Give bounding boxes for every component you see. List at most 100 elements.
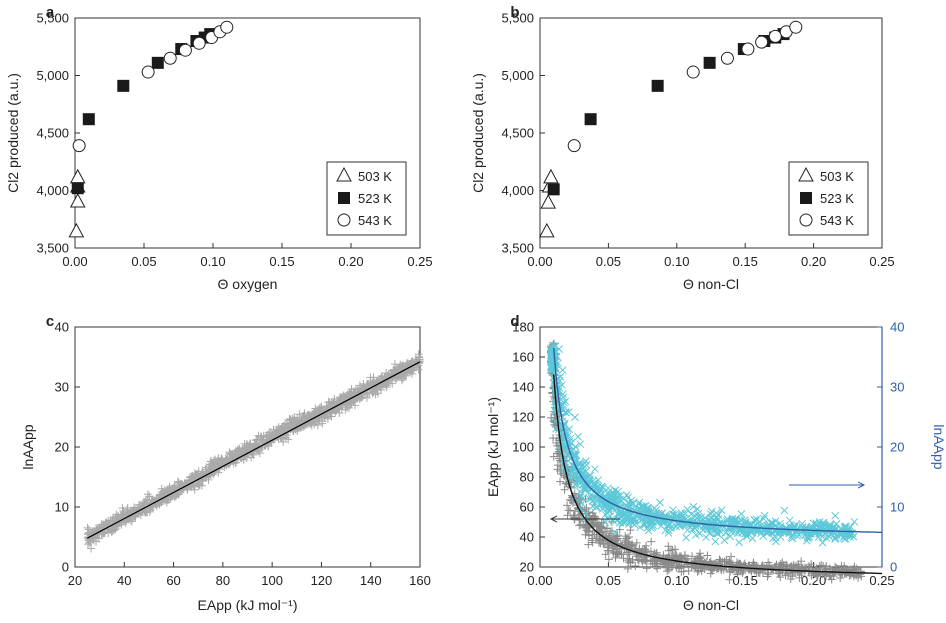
y-tick-label: 5,500 <box>36 11 69 26</box>
scatter-point-plus <box>659 556 668 565</box>
legend-label: 523 K <box>358 191 392 206</box>
scatter-point-x <box>694 509 703 518</box>
scatter-points <box>546 339 866 584</box>
panel-letter: d <box>510 313 519 330</box>
x-tick-label: 0.25 <box>407 254 432 269</box>
scatter-point-x <box>683 505 692 514</box>
scatter-point-plus <box>582 526 591 535</box>
scatter-point-x <box>778 526 787 534</box>
scatter-point-x <box>571 449 579 458</box>
scatter-point-plus <box>266 431 275 440</box>
scatter-point-plus <box>604 541 613 550</box>
scatter-point-x <box>654 509 663 518</box>
scatter-point-plus <box>615 525 624 534</box>
scatter-point-x <box>635 498 644 507</box>
scatter-point-x <box>760 511 769 520</box>
scatter-point-plus <box>695 554 704 563</box>
scatter-point-plus <box>793 567 802 576</box>
scatter-point-x <box>585 475 594 484</box>
y-tick-label: 80 <box>520 470 534 485</box>
x-axis-label: Θ non-Cl <box>683 276 739 292</box>
scatter-point-plus <box>342 400 351 409</box>
scatter-point-plus <box>767 564 776 573</box>
scatter-point-plus <box>355 381 364 390</box>
scatter-point-x <box>611 486 620 494</box>
scatter-point-x <box>818 538 827 547</box>
legend-label: 523 K <box>820 191 854 206</box>
y-tick-label: 10 <box>55 500 69 515</box>
scatter-point-x <box>558 366 567 375</box>
scatter-point-plus <box>725 557 734 566</box>
right-y-tick-label: 0 <box>890 560 897 575</box>
scatter-point-x <box>657 521 666 530</box>
scatter-point-plus <box>621 538 630 547</box>
scatter-point-plus <box>409 366 418 375</box>
scatter-point-x <box>601 518 610 527</box>
scatter-point-x <box>706 529 715 537</box>
scatter-point-plus <box>684 566 693 575</box>
scatter-point-plus <box>217 455 226 464</box>
scatter-point-plus <box>774 569 783 578</box>
legend-label: 543 K <box>820 213 854 228</box>
scatter-point-plus <box>398 374 407 383</box>
panel-b: 0.00 0.05 0.10 0.15 0.20 0.25 3,500 4,000 4,500 5… <box>470 4 895 292</box>
scatter-point-plus <box>822 571 831 580</box>
scatter-point-plus <box>223 456 232 465</box>
scatter-point-plus <box>602 524 611 533</box>
scatter-point-plus <box>717 566 726 575</box>
scatter-point-plus <box>596 535 605 544</box>
x-tick-label: 140 <box>360 573 382 588</box>
x-tick-label: 0.25 <box>869 254 894 269</box>
scatter-point-x <box>562 408 570 417</box>
scatter-point-plus <box>677 555 686 564</box>
y-tick-label: 20 <box>55 440 69 455</box>
scatter-point-x <box>657 509 666 518</box>
scatter-point-plus <box>626 557 635 566</box>
legend-label: 503 K <box>820 169 854 184</box>
scatter-point-plus <box>798 565 807 574</box>
scatter-point-x <box>603 514 612 523</box>
scatter-point-plus <box>158 488 167 497</box>
scatter-point-plus <box>143 490 152 499</box>
data-point-circle <box>789 20 803 34</box>
x-tick-label: 0.00 <box>62 254 87 269</box>
scatter-point-x <box>596 484 605 493</box>
scatter-point-plus <box>707 565 716 574</box>
scatter-point-plus <box>706 569 715 578</box>
x-tick-label: 0.05 <box>596 254 621 269</box>
data-point-triangle <box>68 222 85 238</box>
x-axis-label: Θ non-Cl <box>683 597 739 613</box>
scatter-point-plus <box>290 416 299 425</box>
scatter-point-plus <box>725 575 734 584</box>
scatter-point-plus <box>696 552 705 561</box>
scatter-point-x <box>659 515 668 524</box>
scatter-point-x <box>559 450 567 458</box>
scatter-point-plus <box>278 426 287 435</box>
scatter-point-plus <box>582 503 591 512</box>
scatter-point-plus <box>92 525 101 534</box>
fit-curve-right <box>553 347 882 533</box>
data-point-square <box>117 79 130 92</box>
scatter-point-plus <box>604 555 613 564</box>
scatter-point-x <box>637 516 646 524</box>
data-point-circle <box>178 43 192 57</box>
data-point-triangle <box>540 194 557 209</box>
scatter-point-x <box>815 518 824 526</box>
data-point-square <box>651 79 664 92</box>
scatter-point-plus <box>829 572 838 581</box>
data-point-circle <box>686 65 700 79</box>
scatter-point-x <box>689 502 698 511</box>
y-tick-label: 160 <box>512 350 534 365</box>
scatter-point-plus <box>384 378 393 387</box>
y-tick-label: 140 <box>512 380 534 395</box>
scatter-point-x <box>582 461 591 469</box>
right-y-tick-label: 30 <box>890 380 904 395</box>
scatter-point-plus <box>626 541 635 550</box>
right-y-tick-label: 40 <box>890 320 904 335</box>
scatter-point-plus <box>240 439 249 448</box>
y-tick-label: 120 <box>512 410 534 425</box>
data-point-circle <box>141 65 155 79</box>
scatter-point-x <box>832 531 841 539</box>
scatter-point-x <box>624 493 633 502</box>
scatter-point-plus <box>250 441 259 450</box>
